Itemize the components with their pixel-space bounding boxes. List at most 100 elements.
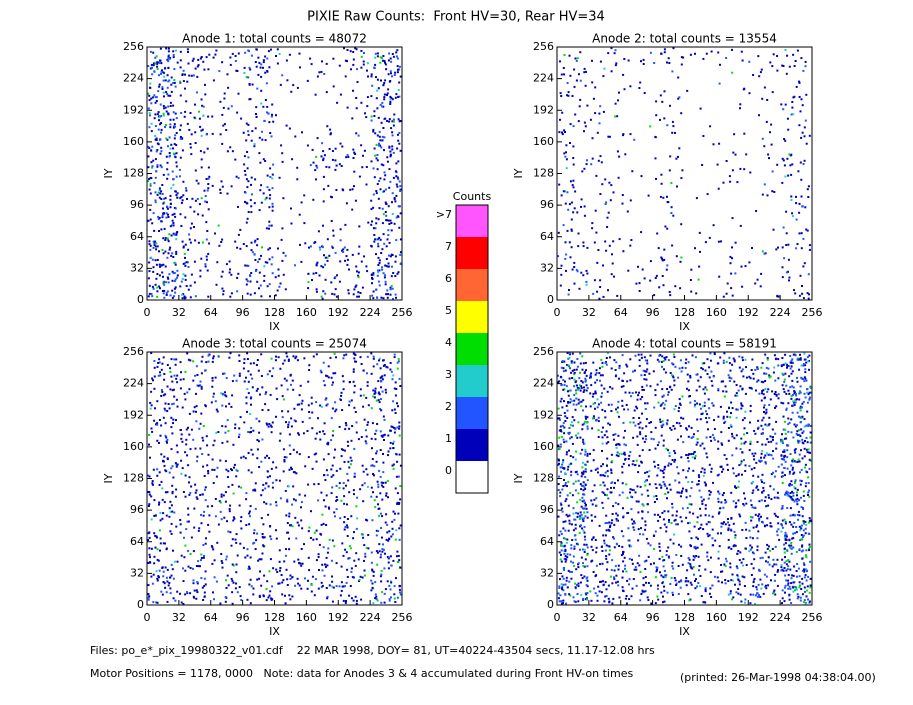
count-pixel — [564, 380, 566, 383]
count-pixel — [325, 91, 328, 94]
count-pixel — [199, 125, 202, 128]
count-pixel — [207, 187, 210, 190]
count-pixel — [559, 443, 562, 446]
count-pixel — [335, 499, 338, 502]
count-pixel — [577, 388, 579, 391]
count-pixel — [170, 254, 173, 257]
count-pixel — [392, 176, 395, 179]
count-pixel — [262, 59, 265, 62]
count-pixel — [782, 226, 785, 229]
count-pixel — [350, 597, 353, 600]
count-pixel — [225, 377, 228, 379]
count-pixel — [377, 87, 380, 90]
count-pixel — [195, 405, 198, 408]
count-pixel — [788, 472, 791, 475]
count-pixel — [191, 197, 194, 200]
count-pixel — [360, 260, 363, 263]
count-pixel — [175, 152, 178, 155]
count-pixel — [175, 238, 178, 241]
count-pixel — [737, 389, 740, 392]
count-pixel — [194, 142, 197, 144]
count-pixel — [220, 180, 223, 183]
count-pixel — [315, 538, 318, 541]
count-pixel — [164, 402, 167, 405]
count-pixel — [559, 502, 562, 505]
count-pixel — [394, 512, 396, 515]
count-pixel — [317, 483, 320, 485]
count-pixel — [187, 248, 190, 251]
count-pixel — [264, 456, 267, 459]
count-pixel — [397, 360, 400, 363]
count-pixel — [626, 365, 629, 368]
count-pixel — [200, 553, 203, 556]
count-pixel — [397, 133, 399, 136]
count-pixel — [612, 438, 615, 441]
count-pixel — [560, 384, 563, 387]
count-pixel — [679, 402, 681, 405]
count-pixel — [321, 584, 324, 587]
count-pixel — [397, 271, 400, 274]
count-pixel — [597, 429, 600, 432]
count-pixel — [342, 357, 345, 360]
count-pixel — [591, 59, 593, 62]
count-pixel — [586, 246, 589, 249]
count-pixel — [687, 361, 690, 364]
count-pixel — [573, 68, 576, 71]
count-pixel — [179, 197, 182, 200]
count-pixel — [581, 368, 584, 371]
count-pixel — [735, 408, 738, 411]
count-pixel — [704, 484, 707, 487]
count-pixel — [394, 200, 397, 203]
count-pixel — [713, 428, 716, 430]
count-pixel — [251, 453, 254, 456]
count-pixel — [798, 398, 801, 401]
count-pixel — [192, 410, 195, 413]
count-pixel — [666, 195, 668, 198]
count-pixel — [279, 367, 282, 370]
count-pixel — [348, 557, 351, 559]
count-pixel — [769, 435, 772, 438]
count-pixel — [591, 157, 594, 160]
count-pixel — [775, 405, 778, 408]
count-pixel — [784, 372, 787, 375]
count-pixel — [342, 585, 345, 588]
count-pixel — [766, 99, 769, 101]
count-pixel — [290, 383, 292, 386]
count-pixel — [391, 201, 393, 204]
count-pixel — [334, 159, 337, 162]
count-pixel — [173, 272, 176, 274]
count-pixel — [374, 581, 377, 584]
count-pixel — [375, 76, 377, 79]
count-pixel — [729, 369, 732, 372]
count-pixel — [788, 421, 791, 424]
count-pixel — [261, 438, 264, 441]
count-pixel — [759, 71, 762, 74]
count-pixel — [585, 384, 588, 387]
count-pixel — [579, 362, 582, 365]
count-pixel — [175, 232, 178, 235]
count-pixel — [392, 124, 395, 127]
count-pixel — [258, 577, 261, 580]
count-pixel — [288, 433, 291, 436]
count-pixel — [207, 166, 210, 169]
count-pixel — [232, 519, 235, 522]
count-pixel — [391, 213, 394, 215]
count-pixel — [388, 598, 391, 601]
count-pixel — [729, 424, 732, 427]
count-pixel — [663, 48, 666, 51]
count-pixel — [396, 596, 399, 599]
y-axis-label: IY — [102, 473, 115, 483]
count-pixel — [255, 113, 257, 115]
count-pixel — [225, 587, 228, 589]
count-pixel — [742, 88, 745, 91]
count-pixel — [687, 470, 689, 473]
count-pixel — [148, 491, 151, 494]
count-pixel — [300, 519, 303, 522]
count-pixel — [799, 110, 802, 113]
y-axis-label: IY — [512, 168, 525, 178]
count-pixel — [590, 469, 593, 472]
count-pixel — [807, 185, 810, 188]
count-pixel — [366, 270, 369, 273]
count-pixel — [196, 374, 199, 376]
count-pixel — [735, 447, 738, 450]
